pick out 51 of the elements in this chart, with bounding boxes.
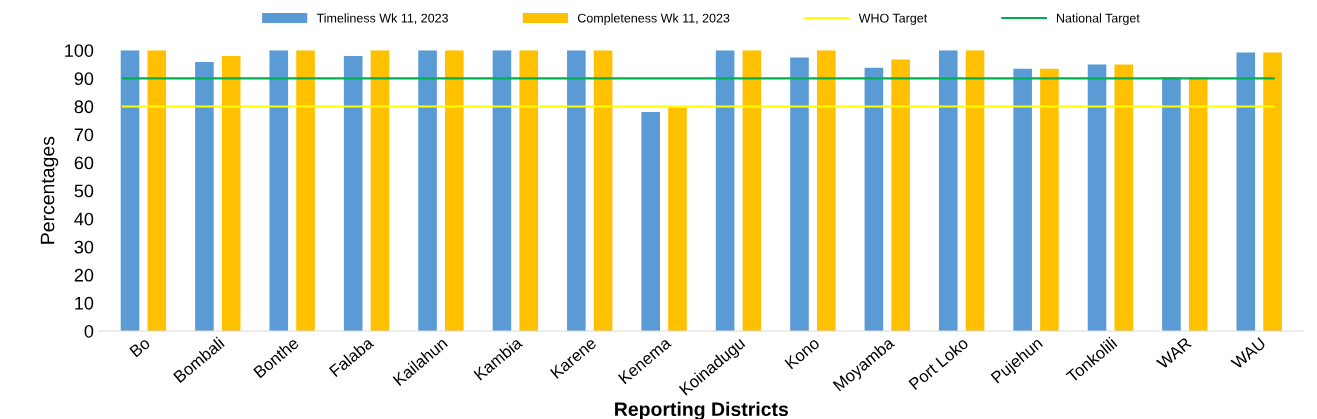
y-tick-label: 30 — [74, 240, 94, 254]
bar — [1087, 64, 1107, 332]
bar — [965, 50, 985, 332]
x-tick-label: Port Loko — [908, 336, 969, 391]
bar — [790, 57, 809, 332]
bar — [221, 55, 241, 332]
y-tick-label: 80 — [74, 100, 94, 114]
y-tick-label: 70 — [74, 128, 94, 142]
y-tick-label: 100 — [65, 44, 94, 57]
y-tick-label: 60 — [74, 156, 94, 170]
bar — [1162, 77, 1181, 332]
bar — [445, 50, 464, 332]
bar — [1263, 52, 1282, 332]
y-tick-label: 40 — [74, 212, 94, 226]
bar — [593, 50, 613, 332]
y-tick-label: 20 — [74, 268, 94, 282]
bar — [816, 50, 836, 332]
bar — [715, 50, 735, 332]
bar — [1013, 68, 1032, 332]
bar — [1236, 52, 1256, 332]
y-tick-label: 50 — [74, 184, 94, 198]
bar — [567, 50, 586, 332]
bar — [891, 59, 910, 332]
bar — [1188, 77, 1208, 332]
bar — [519, 50, 539, 332]
bar — [343, 55, 363, 332]
bar — [1114, 64, 1134, 332]
bar — [269, 50, 289, 332]
y-axis-title: Percentages — [40, 136, 59, 244]
bar — [120, 50, 140, 332]
x-tick-label: Bo — [129, 336, 151, 358]
bar — [1040, 68, 1059, 332]
legend-label: Completeness Wk 11, 2023 — [577, 13, 730, 25]
x-axis-title: Reporting Districts — [615, 401, 789, 419]
legend-label: National Target — [1056, 13, 1140, 25]
bar — [641, 112, 661, 332]
legend-label: Timeliness Wk 11, 2023 — [316, 13, 448, 24]
legend-label: WHO Target — [858, 13, 928, 25]
bar — [864, 67, 884, 332]
bar — [492, 50, 512, 332]
bar — [742, 50, 762, 332]
y-tick-label: 10 — [75, 296, 94, 310]
bar — [195, 62, 214, 332]
bar — [418, 50, 437, 332]
bar — [147, 50, 167, 332]
y-tick-label: 0 — [84, 324, 94, 338]
bar — [668, 107, 687, 332]
bar — [296, 50, 315, 332]
y-tick-label: 90 — [74, 72, 94, 86]
bar — [938, 50, 958, 332]
bar — [370, 50, 390, 332]
